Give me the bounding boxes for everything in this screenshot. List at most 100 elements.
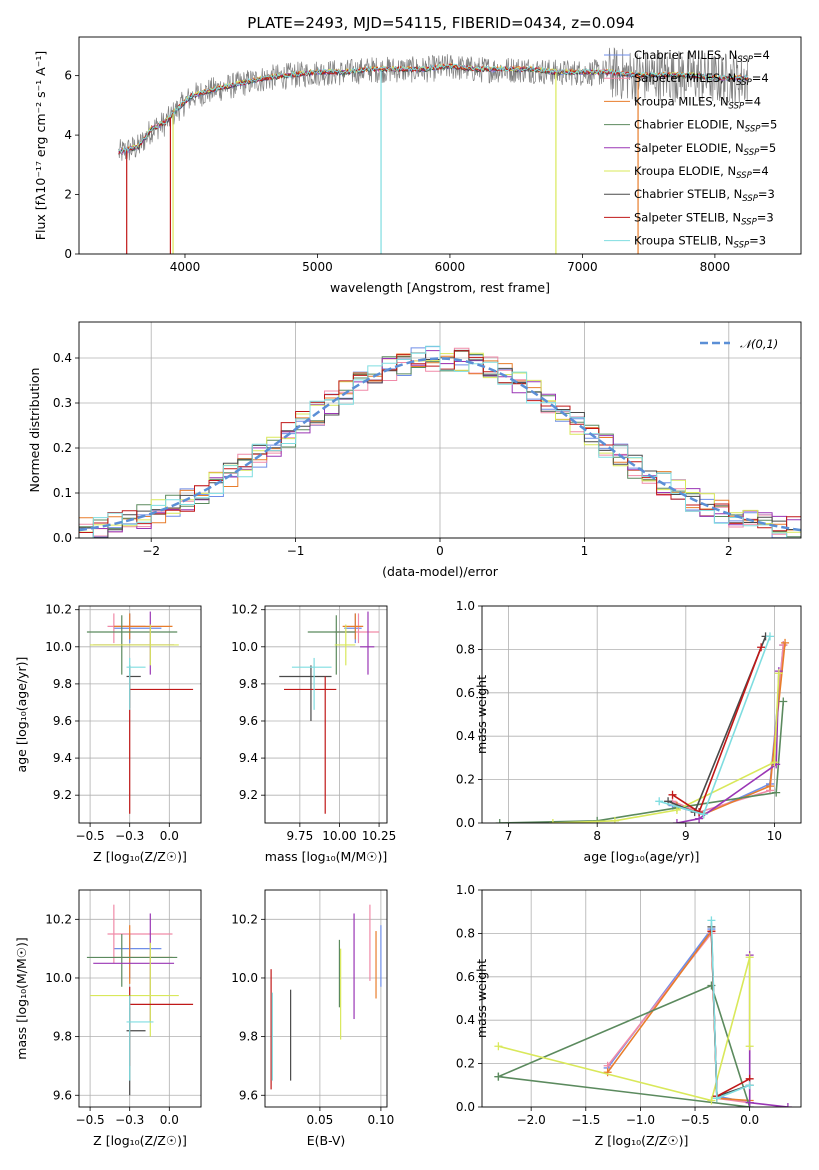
y-tick-label: 0.1	[53, 486, 72, 500]
x-tick-label: 10.00	[322, 829, 356, 843]
x-tick-label: −0.5	[76, 829, 105, 843]
spectrum-data-line	[118, 47, 749, 161]
mass-weight-marker	[699, 810, 708, 819]
y-tick-label: 0.6	[456, 970, 475, 984]
spectrum-model-line	[118, 63, 749, 155]
x-tick-label: 7	[505, 829, 513, 843]
x-tick-label: 2	[725, 544, 733, 558]
y-tick-label: 0.4	[456, 1013, 475, 1027]
y-tick-label: 0.3	[53, 396, 72, 410]
legend-entry: Salpeter ELODIE, NSSP=5	[634, 141, 776, 158]
x-axis-label: E(B-V)	[307, 1133, 346, 1148]
x-axis-label: Z [log₁₀(Z/Z☉)]	[93, 1133, 187, 1148]
y-tick-label: 10.2	[45, 603, 72, 617]
mass-weight-line	[606, 928, 750, 1102]
x-tick-label: 8	[593, 829, 601, 843]
y-axis-label: mass weight	[474, 675, 489, 754]
legend-entry: Kroupa MILES, NSSP=4	[634, 94, 761, 111]
y-tick-label: 4	[64, 128, 72, 142]
legend-entry: Salpeter STELIB, NSSP=3	[634, 210, 774, 227]
x-tick-label: 4000	[170, 260, 201, 274]
y-tick-label: 9.8	[53, 1030, 72, 1044]
y-axis-label: Normed distribution	[27, 368, 42, 493]
mass-weight-marker	[672, 819, 681, 823]
y-tick-label: 9.8	[239, 1030, 258, 1044]
y-tick-label: 10.0	[45, 640, 72, 654]
plot-area	[495, 632, 790, 823]
x-tick-label: 0	[436, 544, 444, 558]
y-tick-label: 6	[64, 69, 72, 83]
chart-panel-8: −2.0 −1.5 −1.0 −0.5 0.0 0.0 0.2 0.4 0.6 0.8 1.0 Z […	[456, 883, 802, 1148]
legend-entry: Chabrier ELODIE, NSSP=5	[634, 118, 777, 135]
x-tick-label: −1	[287, 544, 305, 558]
mass-weight-line	[667, 636, 767, 814]
mass-weight-line	[606, 926, 750, 1104]
mass-weight-line	[552, 673, 780, 823]
chart-panel-6: −0.5 −0.3 0.0 9.6 9.8 10.0 10.2 Z [log₁₀(Z/Z☉)]…	[14, 889, 202, 1148]
mass-weight-marker	[779, 697, 788, 706]
mass-weight-marker	[712, 1094, 721, 1103]
spectrum-model-line	[118, 63, 749, 155]
y-tick-label: 10.2	[231, 603, 258, 617]
mass-weight-marker	[772, 788, 781, 797]
gaussian-curve	[79, 357, 801, 532]
mass-weight-line	[710, 920, 750, 1100]
axes-frame	[481, 889, 802, 1108]
x-axis-label: age [log₁₀(age/yr)]	[584, 849, 700, 864]
chart-panel-3: −0.5 −0.3 0.0 9.2 9.4 9.6 9.8 10.0 10.2 Z [log₁₀(…	[14, 603, 202, 864]
mass-weight-line	[499, 701, 785, 823]
y-tick-label: 0.6	[456, 686, 475, 700]
mass-weight-marker	[765, 632, 774, 641]
mass-weight-marker	[745, 1098, 754, 1107]
mass-weight-marker	[783, 1103, 792, 1107]
y-tick-label: 0.2	[456, 1057, 475, 1071]
plot-area	[494, 916, 792, 1107]
y-axis-label: mass weight	[474, 959, 489, 1038]
plot-area	[279, 611, 380, 814]
axes-frame	[78, 36, 802, 255]
mass-weight-line	[748, 955, 788, 1107]
y-tick-label: 0.2	[53, 441, 72, 455]
y-tick-label: 0.4	[456, 729, 475, 743]
y-tick-label: 10.0	[231, 640, 258, 654]
y-tick-label: 2	[64, 188, 72, 202]
legend-entry: Salpeter MILES, NSSP=4	[634, 71, 769, 88]
x-axis-label: Z [log₁₀(Z/Z☉)]	[93, 849, 187, 864]
axes-frame	[264, 889, 388, 1108]
mass-weight-line	[710, 926, 750, 1098]
plot-area	[270, 904, 382, 1090]
chart-panel-7: 0.05 0.10 9.6 9.8 10.0 10.2 E(B-V)	[231, 889, 394, 1148]
y-tick-label: 9.2	[53, 788, 72, 802]
mass-weight-line	[498, 984, 751, 1107]
y-tick-label: 0.0	[456, 1100, 475, 1114]
mass-weight-marker	[781, 638, 790, 647]
x-tick-label: 9.75	[286, 829, 313, 843]
mass-weight-marker	[770, 758, 779, 767]
y-tick-label: 9.6	[53, 1088, 72, 1102]
x-tick-label: −1.0	[626, 1113, 655, 1127]
x-tick-label: 1	[581, 544, 589, 558]
y-tick-label: 9.8	[53, 677, 72, 691]
x-axis-label: (data-model)/error	[382, 564, 499, 579]
mass-weight-line	[498, 957, 751, 1102]
chart-panel-2: −2 −1 0 1 2 0.0 0.1 0.2 0.3 0.4 𝒩(0,1) (data-model)…	[27, 321, 802, 579]
legend-entry: Chabrier STELIB, NSSP=3	[634, 187, 775, 204]
y-tick-label: 0.8	[456, 926, 475, 940]
y-tick-label: 0	[64, 247, 72, 261]
mass-weight-marker	[495, 819, 504, 823]
mass-weight-marker	[774, 669, 783, 678]
x-tick-label: −2	[142, 544, 160, 558]
mass-weight-marker	[745, 953, 754, 962]
x-tick-label: −0.5	[76, 1113, 105, 1127]
mass-weight-marker	[745, 1081, 754, 1090]
plot-area	[79, 345, 801, 538]
mass-weight-line	[676, 671, 780, 823]
mass-weight-marker	[603, 1068, 612, 1077]
mass-weight-marker	[655, 797, 664, 806]
x-tick-label: 10.25	[362, 829, 396, 843]
x-tick-label: 8000	[700, 260, 731, 274]
chart-panel-4: 9.75 10.00 10.25 9.2 9.4 9.6 9.8 10.0 10.2 mass […	[231, 603, 396, 864]
chart-panel-5: 7 8 9 10 0.0 0.2 0.4 0.6 0.8 1.0 age [log₁₀(age/yr…	[456, 599, 802, 864]
y-tick-label: 0.2	[456, 773, 475, 787]
